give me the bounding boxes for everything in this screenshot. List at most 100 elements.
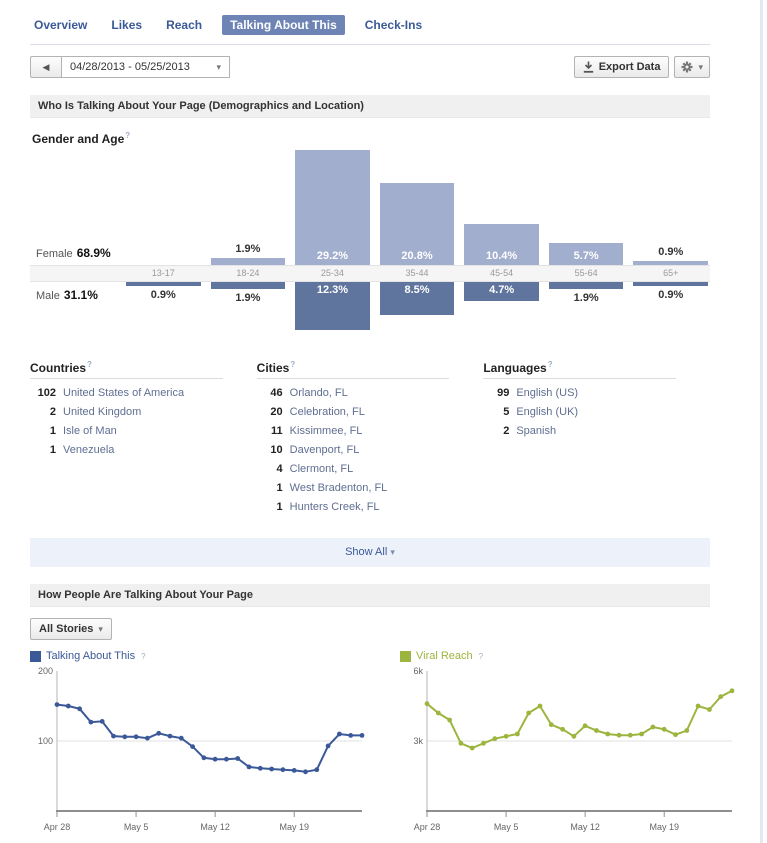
list-item[interactable]: 46 Orlando, FL <box>257 387 450 399</box>
tab-likes[interactable]: Likes <box>111 18 143 32</box>
data-point[interactable] <box>88 719 94 725</box>
data-point[interactable] <box>707 707 712 712</box>
data-point[interactable] <box>695 703 701 709</box>
data-point[interactable] <box>571 733 577 739</box>
data-point[interactable] <box>458 740 464 746</box>
tab-talking-about-this[interactable]: Talking About This <box>222 15 345 35</box>
data-point[interactable] <box>212 756 218 762</box>
data-point[interactable] <box>537 703 543 709</box>
data-point[interactable] <box>235 756 241 761</box>
data-point[interactable] <box>526 710 532 716</box>
data-point[interactable] <box>435 710 441 716</box>
data-point[interactable] <box>246 764 252 770</box>
page-scroll-edge[interactable] <box>760 0 763 843</box>
data-point[interactable] <box>156 730 162 736</box>
data-point[interactable] <box>684 728 690 733</box>
data-point[interactable] <box>661 726 667 732</box>
svg-text:May 12: May 12 <box>570 822 600 832</box>
data-point[interactable] <box>582 723 588 729</box>
help-icon[interactable]: ? <box>87 360 92 369</box>
list-item[interactable]: 20 Celebration, FL <box>257 406 450 418</box>
data-point[interactable] <box>325 743 331 749</box>
data-point[interactable] <box>167 733 173 739</box>
data-point[interactable] <box>201 755 207 761</box>
list-item[interactable]: 1 West Bradenton, FL <box>257 482 450 494</box>
help-icon[interactable]: ? <box>125 131 131 140</box>
data-point[interactable] <box>122 734 128 740</box>
data-point[interactable] <box>616 732 622 738</box>
data-point[interactable] <box>359 733 365 738</box>
age-label: 55-64 <box>574 268 598 278</box>
export-data-button[interactable]: Export Data <box>573 56 670 78</box>
list-item[interactable]: 99 English (US) <box>483 387 676 399</box>
tab-check-ins[interactable]: Check-Ins <box>364 18 423 32</box>
viral-reach-legend[interactable]: Viral Reach ? <box>400 650 742 662</box>
data-point[interactable] <box>492 736 498 742</box>
list-item[interactable]: 1 Venezuela <box>30 444 223 456</box>
item-count: 1 <box>276 501 283 513</box>
list-item[interactable]: 4 Clermont, FL <box>257 463 450 475</box>
age-label: 25-34 <box>320 268 344 278</box>
talking-about-this-legend[interactable]: Talking About This ? <box>30 650 372 662</box>
data-point[interactable] <box>481 740 486 746</box>
list-item[interactable]: 2 United Kingdom <box>30 406 223 418</box>
previous-period-button[interactable]: ◀ <box>30 56 62 78</box>
data-point[interactable] <box>605 731 611 737</box>
data-point[interactable] <box>560 726 565 732</box>
list-item[interactable]: 1 Isle of Man <box>30 425 223 437</box>
data-point[interactable] <box>650 724 656 730</box>
data-point[interactable] <box>269 766 274 772</box>
data-point[interactable] <box>54 702 60 707</box>
data-point[interactable] <box>291 768 297 773</box>
data-point[interactable] <box>718 694 724 700</box>
list-item[interactable]: 10 Davenport, FL <box>257 444 450 456</box>
help-icon[interactable]: ? <box>478 651 484 661</box>
data-point[interactable] <box>447 717 452 723</box>
legend-swatch <box>400 650 411 662</box>
data-point[interactable] <box>133 734 139 740</box>
data-point[interactable] <box>729 688 735 694</box>
item-name: United States of America <box>63 387 185 399</box>
show-all-button[interactable]: Show All ▾ <box>30 538 710 567</box>
data-point[interactable] <box>548 722 554 728</box>
data-point[interactable] <box>145 735 150 741</box>
help-icon[interactable]: ? <box>290 360 296 369</box>
date-range-select[interactable]: 04/28/2013 - 05/25/2013 ▾ <box>62 56 230 78</box>
data-point[interactable] <box>257 765 263 771</box>
tab-overview[interactable]: Overview <box>34 18 88 32</box>
help-icon[interactable]: ? <box>547 360 553 369</box>
data-point[interactable] <box>515 731 520 737</box>
list-item[interactable]: 2 Spanish <box>483 425 676 437</box>
data-point[interactable] <box>178 735 184 741</box>
data-point[interactable] <box>280 767 286 773</box>
data-point[interactable] <box>639 731 644 737</box>
list-item[interactable]: 102 United States of America <box>30 387 223 399</box>
all-stories-filter-button[interactable]: All Stories ▾ <box>30 618 112 640</box>
data-point[interactable] <box>99 719 105 724</box>
data-point[interactable] <box>65 703 71 709</box>
tab-reach[interactable]: Reach <box>166 18 203 32</box>
male-bar <box>548 282 624 290</box>
data-point[interactable] <box>503 733 509 739</box>
viral-reach-chart: Viral Reach ? 6k 3k Apr 28 May 5 May 12 May 1… <box>400 650 742 839</box>
female-bar <box>295 150 370 265</box>
data-point[interactable] <box>303 769 308 775</box>
data-point[interactable] <box>424 701 430 707</box>
list-item[interactable]: 11 Kissimmee, FL <box>257 425 450 437</box>
data-point[interactable] <box>77 706 82 712</box>
svg-text:May 5: May 5 <box>494 822 519 832</box>
data-point[interactable] <box>469 745 475 751</box>
data-point[interactable] <box>111 733 116 739</box>
data-point[interactable] <box>348 733 354 738</box>
data-point[interactable] <box>594 728 599 733</box>
data-point[interactable] <box>673 732 678 738</box>
list-item[interactable]: 1 Hunters Creek, FL <box>257 501 450 513</box>
data-point[interactable] <box>224 756 229 762</box>
data-point[interactable] <box>627 732 633 738</box>
data-point[interactable] <box>337 731 342 737</box>
data-point[interactable] <box>190 744 196 749</box>
data-point[interactable] <box>314 767 320 773</box>
help-icon[interactable]: ? <box>141 651 146 661</box>
list-item[interactable]: 5 English (UK) <box>483 406 676 418</box>
settings-button[interactable]: ▾ <box>674 56 710 78</box>
